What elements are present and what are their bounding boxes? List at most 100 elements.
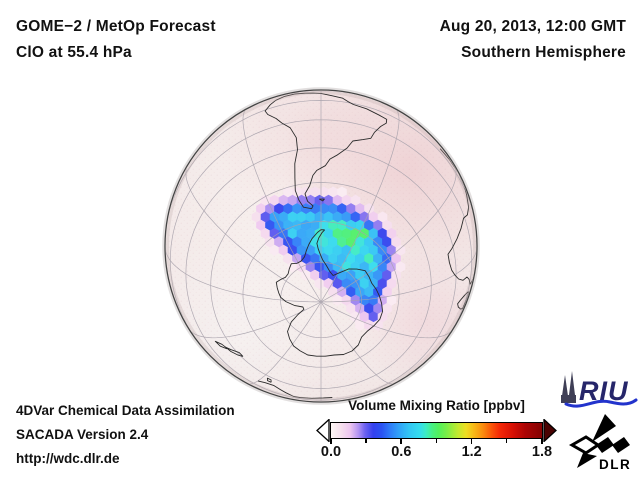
dlr-star-icon xyxy=(568,414,630,468)
clo-data-overlay xyxy=(251,186,406,331)
map-data-cell xyxy=(323,244,334,256)
map-data-cell xyxy=(337,236,347,248)
cathedral-icon xyxy=(561,371,576,403)
map-data-cell xyxy=(256,219,266,231)
map-data-cell xyxy=(341,194,352,206)
map-data-cell xyxy=(395,244,406,256)
map-data-cell xyxy=(319,219,329,231)
map-data-cell xyxy=(341,261,352,273)
map-data-cell xyxy=(283,186,293,198)
map-data-cell xyxy=(328,236,338,248)
map-data-cell xyxy=(386,261,397,273)
colorbar-labels: 0.0 0.6 1.2 1.8 xyxy=(321,444,552,462)
colorbar-tick-label: 0.0 xyxy=(320,444,342,460)
dlr-logo-text: DLR xyxy=(599,457,631,472)
colorbar-tick-label: 0.6 xyxy=(391,444,412,460)
map-data-cell xyxy=(368,211,379,223)
colorbar-underflow-arrow xyxy=(316,419,330,442)
map-data-cell xyxy=(337,203,347,215)
map-data-cell xyxy=(391,253,401,265)
map-data-cell xyxy=(346,302,356,314)
map-data-cell xyxy=(305,211,316,223)
map-data-cell xyxy=(265,219,275,231)
map-data-cell xyxy=(350,228,361,240)
map-data-cell xyxy=(341,228,352,240)
map-data-cell xyxy=(283,219,293,231)
map-data-cell xyxy=(296,228,307,240)
colorbar-tick xyxy=(435,439,437,443)
map-data-cell xyxy=(359,244,370,256)
map-data-cell xyxy=(319,236,329,248)
map-data-cell xyxy=(373,236,383,248)
plot-subtitle: ClO at 55.4 hPa xyxy=(16,44,132,61)
map-data-cell xyxy=(256,203,266,215)
map-data-cell xyxy=(292,203,302,215)
map-data-cell xyxy=(377,211,388,223)
map-data-cell xyxy=(332,228,343,240)
map-data-cell xyxy=(283,253,293,265)
map-data-cell xyxy=(323,261,334,273)
map-data-cell xyxy=(346,253,356,265)
map-data-cell xyxy=(269,211,280,223)
dlr-logo: DLR xyxy=(568,414,631,472)
map-data-cell xyxy=(395,261,406,273)
map-data-cell xyxy=(323,228,334,240)
map-data-cell xyxy=(323,211,334,223)
plot-title: GOME−2 / MetOp Forecast xyxy=(16,18,216,35)
map-data-cell xyxy=(368,311,379,323)
map-data-cell xyxy=(359,278,370,290)
map-data-cell xyxy=(328,286,338,298)
map-data-cell xyxy=(337,219,347,231)
map-data-cell xyxy=(305,228,316,240)
map-data-cell xyxy=(278,194,289,206)
map-data-cell xyxy=(364,286,374,298)
map-data-cell xyxy=(274,236,284,248)
map-data-cell xyxy=(355,286,365,298)
colorbar-gradient xyxy=(330,422,543,439)
map-data-cell xyxy=(319,253,329,265)
map-data-cell xyxy=(319,203,329,215)
map-data-cell xyxy=(359,211,370,223)
map-data-cell xyxy=(346,286,356,298)
colorbar-tick xyxy=(330,439,332,444)
map-data-cell xyxy=(296,194,307,206)
map-data-cell xyxy=(350,194,361,206)
map-data-cell xyxy=(301,203,311,215)
map-data-cell xyxy=(386,228,397,240)
map-data-cell xyxy=(287,194,298,206)
map-data-cell xyxy=(314,278,325,290)
map-data-cell xyxy=(260,228,271,240)
map-data-cell xyxy=(355,236,365,248)
map-data-cell xyxy=(377,278,388,290)
map-data-cell xyxy=(368,294,379,306)
map-data-cell xyxy=(382,236,392,248)
map-data-cell xyxy=(323,194,334,206)
plot-region: Southern Hemisphere xyxy=(461,44,626,61)
map-data-cell xyxy=(377,228,388,240)
map-data-cell xyxy=(364,302,374,314)
map-data-cell xyxy=(260,211,271,223)
map-data-cell xyxy=(328,203,338,215)
map-data-cell xyxy=(337,186,347,198)
map-data-cell xyxy=(296,244,307,256)
map-data-cell xyxy=(386,278,397,290)
map-data-cell xyxy=(337,286,347,298)
map-data-cell xyxy=(332,278,343,290)
map-data-cell xyxy=(355,219,365,231)
map-data-cell xyxy=(368,261,379,273)
url-text: http://wdc.dlr.de xyxy=(16,451,120,466)
riu-logo: RIU xyxy=(561,371,638,408)
map-data-cell xyxy=(364,203,374,215)
map-data-cell xyxy=(323,278,334,290)
map-data-cell xyxy=(332,244,343,256)
map-data-cell xyxy=(373,302,383,314)
map-data-cell xyxy=(265,236,275,248)
header-left: GOME−2 / MetOp Forecast ClO at 55.4 hPa xyxy=(16,14,216,66)
map-data-cell xyxy=(359,311,370,323)
map-data-cell xyxy=(278,211,289,223)
map-data-cell xyxy=(373,269,383,281)
map-data-cell xyxy=(310,253,320,265)
map-data-cell xyxy=(355,203,365,215)
map-data-cell xyxy=(301,253,311,265)
map-data-cell xyxy=(359,261,370,273)
